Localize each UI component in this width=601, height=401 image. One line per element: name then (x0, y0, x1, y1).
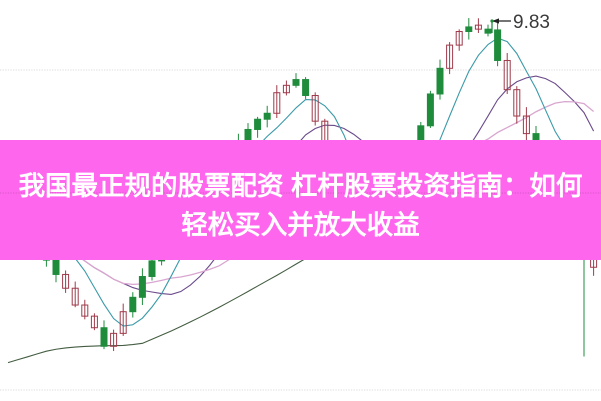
svg-text:9.83: 9.83 (513, 12, 550, 33)
